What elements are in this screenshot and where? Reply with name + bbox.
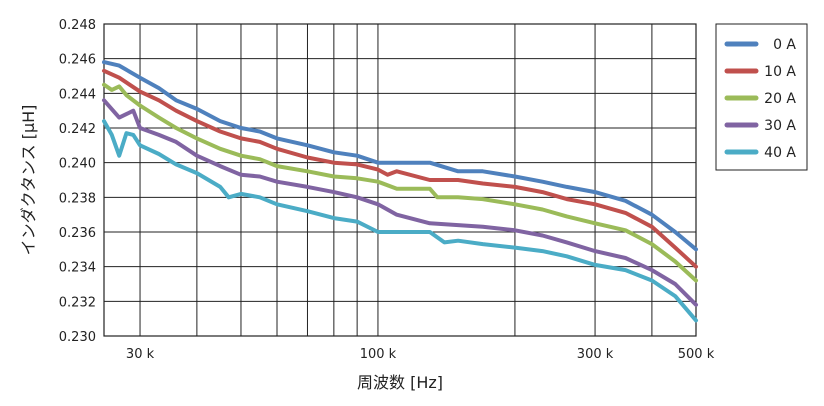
y-tick-label: 0.242: [59, 122, 96, 137]
series-line: [102, 60, 698, 252]
legend-label: 0 A: [773, 37, 796, 53]
x-tick-label: 30 k: [126, 347, 155, 362]
series-line: [102, 98, 698, 307]
y-tick-label: 0.236: [59, 226, 96, 241]
legend-label: 30 A: [764, 118, 796, 134]
x-tick-label: 100 k: [360, 347, 397, 362]
y-tick-label: 0.232: [59, 295, 96, 310]
series-line: [102, 119, 698, 323]
y-tick-label: 0.248: [59, 18, 96, 33]
x-axis-label: 周波数 [Hz]: [357, 373, 443, 392]
x-tick-labels: 30 k 100 k 300 k 500 k: [126, 347, 715, 362]
y-axis-label: インダクタンス [µH]: [19, 105, 38, 256]
legend-label: 10 A: [764, 64, 796, 80]
y-tick-label: 0.246: [59, 53, 96, 68]
legend-label: 40 A: [764, 145, 796, 161]
legend-label: 20 A: [764, 91, 796, 107]
legend: 0 A 10 A 20 A 30 A 40 A: [715, 23, 808, 171]
plot-frame: [103, 23, 697, 337]
y-tick-label: 0.234: [59, 261, 96, 276]
x-tick-label: 500 k: [678, 347, 715, 362]
series-line: [102, 68, 698, 269]
y-tick-labels: 0.230 0.232 0.234 0.236 0.238 0.240 0.242 0.244…: [59, 18, 96, 345]
series-line: [102, 82, 698, 283]
y-tick-label: 0.230: [59, 330, 96, 345]
y-tick-label: 0.240: [59, 157, 96, 172]
y-tick-label: 0.244: [59, 87, 96, 102]
series-lines: [102, 60, 698, 323]
y-tick-label: 0.238: [59, 191, 96, 206]
x-tick-label: 300 k: [577, 347, 614, 362]
